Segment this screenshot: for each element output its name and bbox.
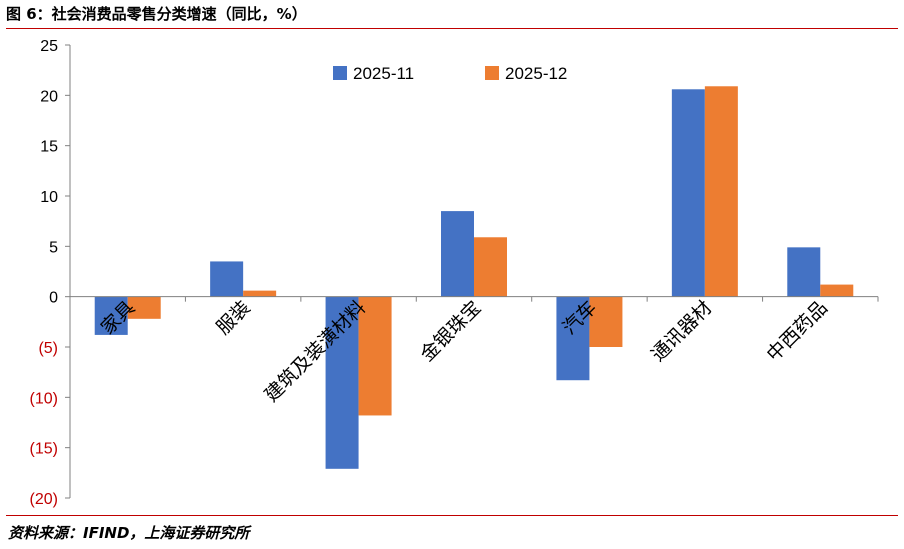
bar-2025-11-中西药品 <box>787 247 821 297</box>
y-axis: 25 20 15 10 5 0 (5) (10) (15) (20) <box>30 38 71 508</box>
y-tick-label: (10) <box>30 390 58 407</box>
bar-2025-11-服装 <box>210 261 244 297</box>
category-label: 金银珠宝 <box>416 297 485 366</box>
category-label: 通讯器材 <box>647 297 716 366</box>
y-tick-label: (20) <box>30 491 58 508</box>
source-note: 资料来源：IFIND，上海证券研究所 <box>8 524 250 542</box>
bottom-rule <box>6 515 898 516</box>
bar-2025-12-金银珠宝 <box>474 237 507 297</box>
chart-title: 图 6：社会消费品零售分类增速（同比，%） <box>6 5 307 23</box>
bar-2025-12-建筑及装潢材料 <box>358 296 392 416</box>
bar-2025-11-通讯器材 <box>671 89 705 297</box>
bar-2025-11-金银珠宝 <box>441 211 474 297</box>
category-label: 服装 <box>212 297 254 339</box>
bar-2025-12-中西药品 <box>820 284 854 297</box>
y-tick-label: 0 <box>49 290 58 307</box>
bar-chart: 25 20 15 10 5 0 (5) (10) (15) (20) 家具 服装 建筑及装潢材料 金银珠… <box>30 38 879 508</box>
bar-2025-11-家具 <box>94 296 128 335</box>
y-tick-label: 20 <box>40 88 58 105</box>
top-rule <box>6 28 898 29</box>
bars <box>94 86 854 469</box>
bar-2025-12-家具 <box>127 296 161 319</box>
y-tick-label: 25 <box>40 38 58 55</box>
x-axis <box>69 296 879 302</box>
y-tick-label: (15) <box>30 441 58 458</box>
bar-2025-12-服装 <box>243 290 277 297</box>
legend-swatch <box>333 66 347 80</box>
bar-2025-12-通讯器材 <box>704 86 738 297</box>
y-tick-label: (5) <box>38 340 58 357</box>
category-labels: 家具 服装 建筑及装潢材料 金银珠宝 汽车 通讯器材 中西药品 <box>97 297 832 407</box>
legend-label: 2025-11 <box>353 64 414 83</box>
y-tick-label: 15 <box>40 139 58 156</box>
bar-2025-12-汽车 <box>589 296 623 347</box>
legend-label: 2025-12 <box>505 64 567 83</box>
y-tick-label: 5 <box>49 239 58 256</box>
legend: 2025-11 2025-12 <box>333 64 567 83</box>
category-label: 中西药品 <box>763 297 832 366</box>
legend-swatch <box>485 66 499 80</box>
bar-2025-11-建筑及装潢材料 <box>325 296 359 469</box>
y-tick-label: 10 <box>40 189 58 206</box>
bar-2025-11-汽车 <box>556 296 590 381</box>
